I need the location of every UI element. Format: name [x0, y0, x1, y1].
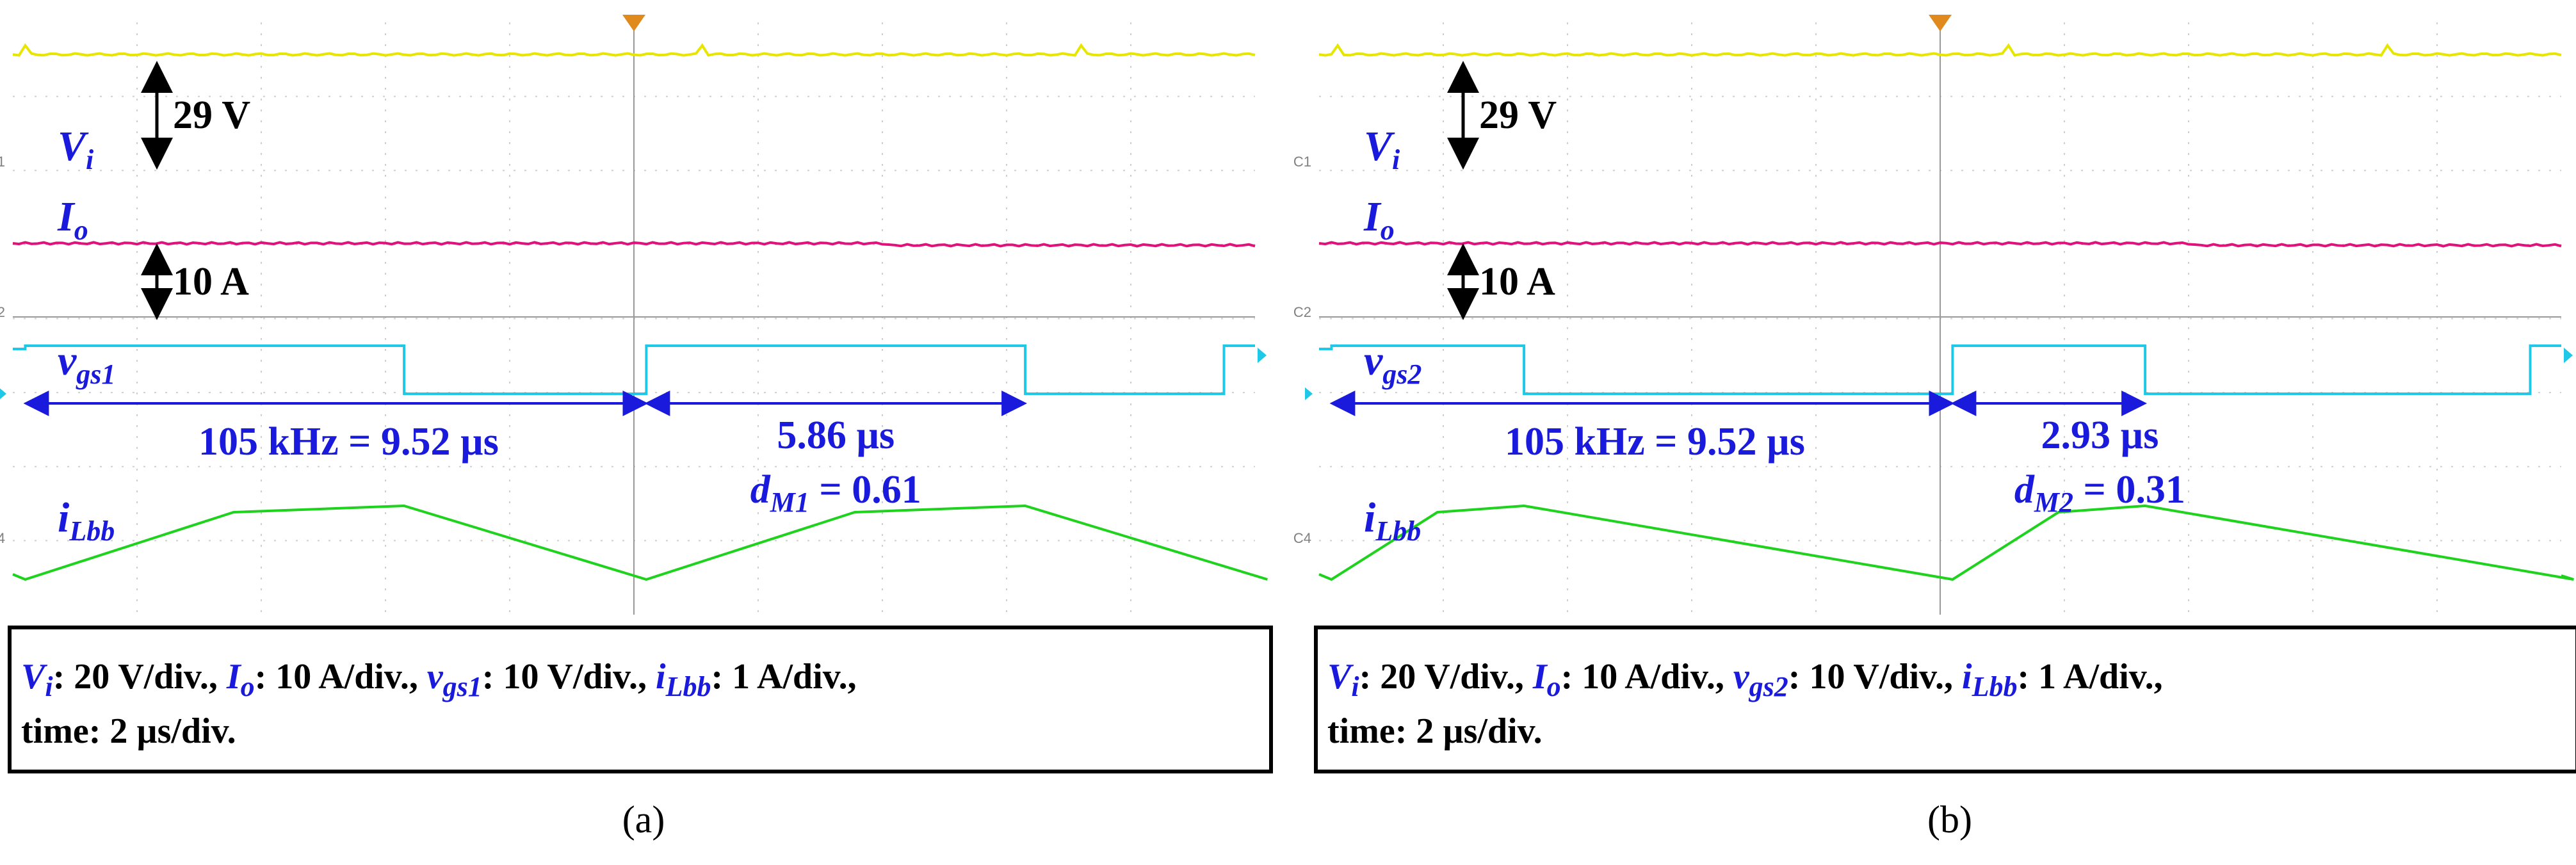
label-vi-sub: i	[1392, 144, 1400, 175]
duty-symbol: d	[750, 468, 771, 512]
period-label: 105 kHz = 9.52 µs	[198, 420, 499, 464]
trace-vgs	[13, 344, 1255, 395]
label-vgs-sub: gs2	[1382, 359, 1422, 390]
io-step-label: 10 A	[173, 260, 249, 303]
vi-step-label: 29 V	[1479, 93, 1557, 137]
caption-part-6: v	[427, 657, 444, 697]
caption-part-2: : 20 V/div.,	[1359, 657, 1533, 697]
label-vgs-sub: gs1	[76, 359, 115, 390]
label-ilbb: iLbb	[1364, 494, 1421, 547]
trace-vgs	[1319, 344, 2561, 395]
channel3-marker-icon	[0, 388, 6, 400]
trace-ilbb	[12, 504, 1268, 581]
duty-label: dM2 = 0.31	[2014, 468, 2185, 518]
channel-marker-1: C1	[0, 154, 5, 170]
caption-part-4: o	[1547, 671, 1561, 702]
label-io-base: I	[57, 193, 76, 240]
label-vi-sub: i	[86, 144, 94, 175]
label-vgs-base: v	[58, 337, 77, 384]
caption-part-2: : 20 V/div.,	[53, 657, 227, 697]
label-vgs: vgs2	[1364, 337, 1422, 390]
caption-part-9: i	[656, 657, 666, 697]
label-vi: Vi	[1364, 123, 1400, 175]
caption-part-6: v	[1733, 657, 1750, 697]
trigger-marker-icon	[1929, 15, 1952, 31]
caption-box	[8, 626, 1273, 773]
trace-vi	[12, 43, 1256, 57]
caption-line-1: Vi: 20 V/div., Io: 10 A/div., vgs2: 10 V…	[1327, 657, 2163, 702]
trace-ilbb	[1318, 504, 2574, 581]
duty-value: = 0.31	[2073, 468, 2185, 512]
label-ilbb-sub: Lbb	[1375, 515, 1421, 547]
channel-marker-3: C4	[1293, 530, 1311, 546]
label-io: Io	[1363, 193, 1395, 246]
on-time-label: 2.93 µs	[2041, 414, 2159, 457]
io-step-label: 10 A	[1479, 260, 1555, 303]
caption-part-4: o	[241, 671, 255, 702]
label-ilbb-base: i	[1364, 494, 1376, 541]
caption-part-0: V	[21, 657, 48, 697]
label-io-base: I	[1363, 193, 1382, 240]
vi-step-label: 29 V	[173, 93, 250, 137]
duty-sub: M1	[770, 487, 809, 518]
duty-symbol: d	[2014, 468, 2035, 512]
label-ilbb-sub: Lbb	[69, 515, 115, 547]
channel-marker-2: C2	[0, 304, 5, 320]
label-io-sub: o	[1381, 214, 1395, 246]
trace-io	[1318, 241, 2562, 248]
label-vgs: vgs1	[58, 337, 115, 390]
channel-marker-3: C4	[0, 530, 5, 546]
label-vgs-base: v	[1364, 337, 1383, 384]
trace-vi	[1318, 43, 2562, 57]
channel-marker-2: C2	[1293, 304, 1311, 320]
caption-part-9: i	[1962, 657, 1972, 697]
caption-part-11: : 1 A/div.,	[711, 657, 857, 697]
panel-label: (b)	[1927, 798, 1972, 841]
label-io: Io	[57, 193, 88, 246]
caption-line-2: time: 2 µs/div.	[21, 711, 236, 751]
label-ilbb-base: i	[58, 494, 70, 541]
on-time-label: 5.86 µs	[777, 414, 895, 457]
caption-line-2: time: 2 µs/div.	[1327, 711, 1543, 751]
label-ilbb: iLbb	[58, 494, 115, 547]
duty-sub: M2	[2034, 487, 2073, 518]
caption-part-5: : 10 A/div.,	[255, 657, 427, 697]
trace-io	[12, 241, 1256, 248]
caption-part-8: : 10 V/div.,	[1788, 657, 1962, 697]
duty-value: = 0.61	[809, 468, 921, 512]
caption-part-7: gs2	[1749, 671, 1788, 702]
label-vi-base: V	[1364, 123, 1395, 170]
caption-part-10: Lbb	[1972, 671, 2018, 702]
trigger-marker-icon	[622, 15, 645, 31]
label-vi-base: V	[58, 123, 89, 170]
caption-part-1: i	[45, 671, 53, 702]
caption-part-11: : 1 A/div.,	[2018, 657, 2163, 697]
caption-part-3: I	[1532, 657, 1548, 697]
caption-part-8: : 10 V/div.,	[482, 657, 656, 697]
caption-box	[1314, 626, 2576, 773]
duty-label: dM1 = 0.61	[750, 468, 921, 518]
caption-line-1: Vi: 20 V/div., Io: 10 A/div., vgs1: 10 V…	[21, 657, 857, 702]
label-vi: Vi	[58, 123, 94, 175]
channel3-marker-icon	[1305, 387, 1313, 400]
panel-label: (a)	[622, 798, 665, 841]
ref-marker-icon	[1258, 348, 1267, 363]
caption-part-10: Lbb	[665, 671, 711, 702]
ref-marker-icon	[2564, 348, 2573, 363]
caption-part-1: i	[1351, 671, 1359, 702]
caption-part-3: I	[226, 657, 242, 697]
caption-part-7: gs1	[442, 671, 482, 702]
channel-marker-1: C1	[1293, 154, 1311, 170]
label-io-sub: o	[74, 214, 88, 246]
caption-part-0: V	[1327, 657, 1354, 697]
caption-part-5: : 10 A/div.,	[1561, 657, 1733, 697]
period-label: 105 kHz = 9.52 µs	[1505, 420, 1805, 464]
